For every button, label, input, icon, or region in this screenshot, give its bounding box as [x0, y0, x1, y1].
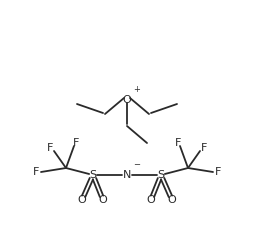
Text: O: O [78, 195, 86, 205]
Text: F: F [201, 143, 207, 153]
Text: F: F [215, 167, 221, 177]
Text: F: F [33, 167, 39, 177]
Text: O: O [147, 195, 155, 205]
Text: O: O [99, 195, 107, 205]
Text: S: S [157, 170, 165, 180]
Text: F: F [73, 138, 79, 148]
Text: O: O [123, 95, 131, 105]
Text: N: N [123, 170, 131, 180]
Text: O: O [168, 195, 176, 205]
Text: S: S [89, 170, 97, 180]
Text: F: F [47, 143, 53, 153]
Text: −: − [133, 160, 140, 169]
Text: F: F [175, 138, 181, 148]
Text: +: + [133, 85, 140, 94]
